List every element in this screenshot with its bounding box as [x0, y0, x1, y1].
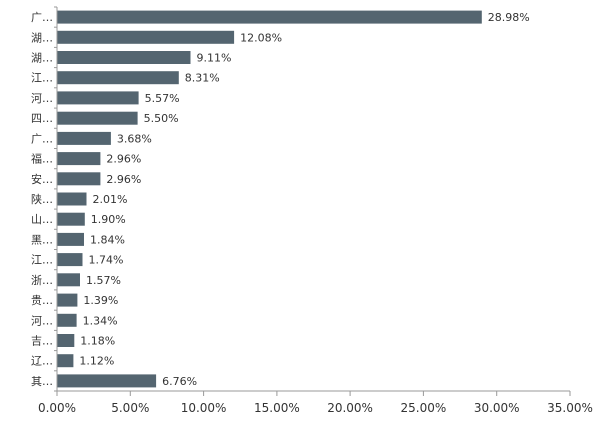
x-tick-label: 5.00% — [111, 401, 149, 415]
value-label: 2.01% — [93, 193, 128, 206]
category-label: 其… — [31, 375, 53, 388]
value-label: 28.98% — [488, 11, 530, 24]
category-label: 湖… — [31, 31, 53, 44]
category-label: 河… — [31, 314, 53, 327]
bar — [57, 71, 179, 85]
category-label: 浙… — [31, 274, 53, 287]
bar — [57, 10, 482, 24]
value-label: 2.96% — [106, 153, 141, 166]
value-label: 2.96% — [106, 173, 141, 186]
bar — [57, 91, 139, 105]
category-label: 江… — [31, 72, 53, 85]
category-label: 山… — [31, 213, 53, 226]
category-label: 广… — [31, 132, 53, 145]
category-label: 辽… — [31, 355, 53, 368]
x-tick-label: 35.00% — [547, 401, 593, 415]
bar — [57, 354, 74, 368]
category-label: 湖… — [31, 52, 53, 65]
bar — [57, 51, 191, 64]
category-label: 江… — [31, 254, 53, 267]
value-label: 8.31% — [185, 72, 220, 85]
bar — [57, 293, 78, 307]
category-label: 黑… — [31, 233, 53, 246]
category-label: 陕… — [31, 192, 53, 206]
value-label: 1.39% — [83, 294, 118, 307]
bar — [57, 30, 235, 44]
bars-layer: 28.98% 12.08% 9.11% 8.31% 5.57% 5.50% 3.68% 2.9… — [57, 10, 530, 388]
category-label: 安… — [31, 172, 53, 186]
bar — [57, 212, 85, 226]
category-label: 吉… — [31, 335, 53, 348]
value-label: 1.74% — [89, 254, 124, 267]
value-label: 1.12% — [79, 355, 114, 368]
category-label: 广… — [31, 11, 53, 24]
bar — [57, 111, 138, 125]
value-label: 12.08% — [240, 31, 282, 44]
category-label: 贵… — [31, 294, 53, 307]
bar — [57, 253, 83, 267]
value-label: 1.34% — [83, 314, 118, 327]
x-tick-label: 30.00% — [474, 401, 520, 415]
value-label: 3.68% — [117, 132, 152, 145]
x-tick-label: 0.00% — [38, 401, 76, 415]
category-label: 四… — [31, 112, 53, 125]
x-tick-label: 15.00% — [254, 401, 300, 415]
value-label: 1.84% — [90, 233, 125, 246]
x-tick-label: 10.00% — [181, 401, 227, 415]
category-label: 福… — [31, 152, 53, 166]
value-label: 1.18% — [80, 335, 115, 348]
bar — [57, 273, 80, 287]
bar — [57, 313, 77, 327]
bar — [57, 172, 101, 186]
value-label: 1.57% — [86, 274, 121, 287]
bar — [57, 131, 111, 145]
value-label: 5.57% — [145, 92, 180, 105]
x-tick-label: 20.00% — [327, 401, 373, 415]
bar — [57, 232, 84, 246]
value-label: 1.90% — [91, 213, 126, 226]
category-label: 河… — [31, 92, 53, 105]
bar — [57, 374, 157, 388]
axis-layer: 广… 湖… 湖… 江… 河… 四… 广… 福… 安… 陕… 山… 黑… 江… 浙… 贵… 河… 吉… 辽… 其… 0.… — [31, 6, 593, 415]
value-label: 5.50% — [144, 112, 179, 125]
value-label: 6.76% — [162, 375, 197, 388]
x-tick-label: 25.00% — [401, 401, 447, 415]
value-label: 9.11% — [197, 52, 232, 65]
bar — [57, 192, 87, 206]
bar — [57, 152, 101, 166]
bar — [57, 334, 75, 347]
